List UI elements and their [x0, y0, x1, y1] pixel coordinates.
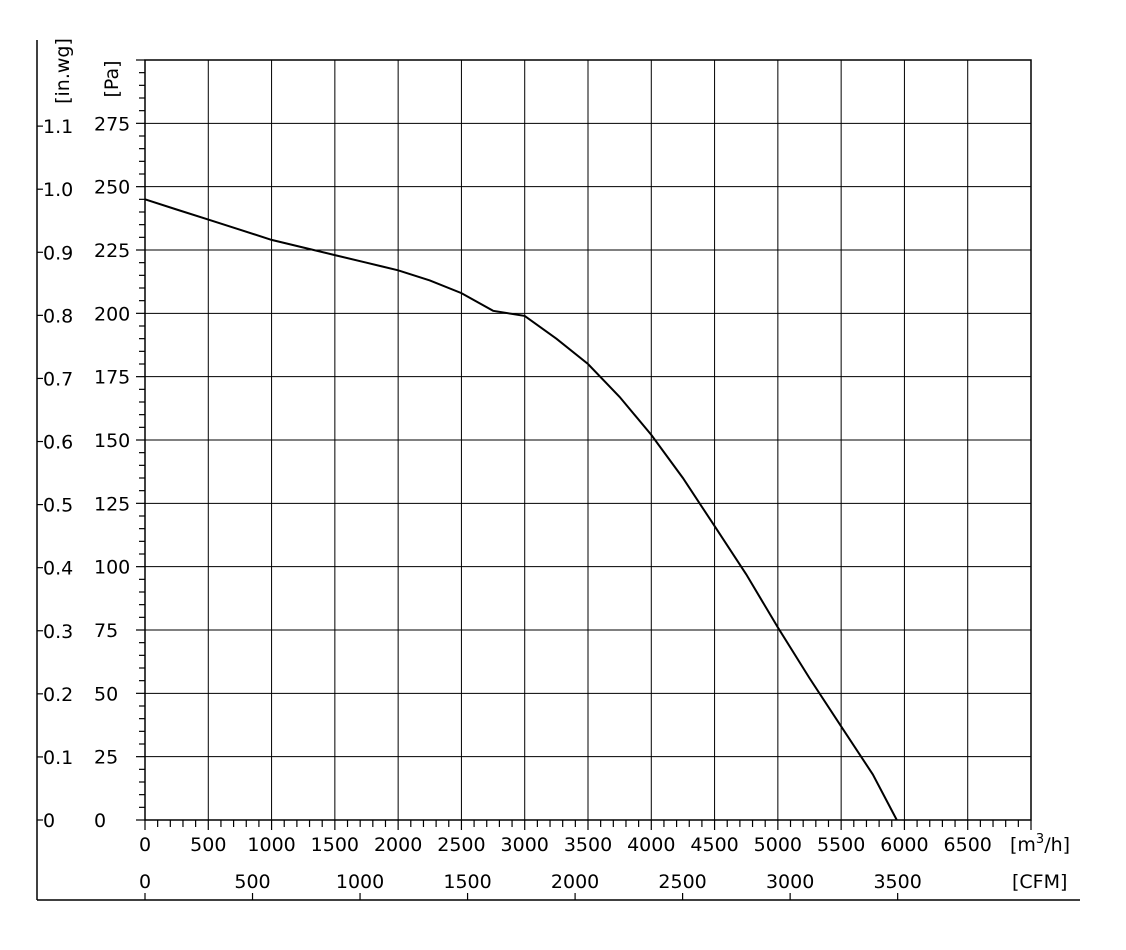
pa-tick-label: 25 — [94, 747, 118, 769]
m3h-tick-label: 2500 — [437, 834, 485, 856]
pa-tick-label: 100 — [94, 557, 130, 579]
pa-tick-label: 125 — [94, 493, 130, 515]
inwg-tick-label: 0.6 — [43, 432, 73, 454]
pa-tick-label: 50 — [94, 683, 118, 705]
pa-tick-label: 175 — [94, 367, 130, 389]
cfm-tick-label: 3500 — [873, 871, 921, 893]
m3h-tick-label: 0 — [139, 834, 151, 856]
x-unit-m3h-label: [m3/h] — [1010, 832, 1070, 856]
m3h-tick-label: 500 — [190, 834, 226, 856]
cfm-tick-label: 500 — [234, 871, 270, 893]
cfm-tick-label: 2000 — [551, 871, 599, 893]
cfm-tick-label: 3000 — [766, 871, 814, 893]
inwg-tick-label: 0.9 — [43, 242, 73, 264]
inwg-tick-label: 1.0 — [43, 179, 73, 201]
m3h-tick-label: 2000 — [374, 834, 422, 856]
pa-tick-label: 225 — [94, 240, 130, 262]
inwg-tick-label: 0.7 — [43, 368, 73, 390]
m3h-tick-label: 3000 — [501, 834, 549, 856]
m3h-tick-label: 5000 — [754, 834, 802, 856]
inwg-tick-label: 0.8 — [43, 305, 73, 327]
pa-tick-label: 0 — [94, 810, 106, 832]
cfm-tick-label: 2500 — [658, 871, 706, 893]
inwg-tick-label: 0 — [43, 810, 55, 832]
tick-labels: 0 25 50 75 100 125 150 175 200 225 250 275 0 0.1 0.2 0.… — [43, 113, 992, 893]
grid — [144, 59, 1032, 821]
inwg-tick-label: 0.2 — [43, 684, 73, 706]
m3h-tick-label: 4000 — [627, 834, 675, 856]
pa-tick-label: 200 — [94, 303, 130, 325]
m3h-tick-label: 5500 — [817, 834, 865, 856]
y-unit-pa-label: [Pa] — [101, 60, 123, 97]
performance-curve — [144, 198, 898, 821]
m3h-tick-label: 1500 — [311, 834, 359, 856]
inwg-tick-label: 0.4 — [43, 558, 73, 580]
x-axis-ticks — [144, 820, 1032, 900]
inwg-tick-label: 0.1 — [43, 747, 73, 769]
x-unit-cfm-label: [CFM] — [1012, 871, 1067, 893]
pa-tick-label: 150 — [94, 430, 130, 452]
inwg-tick-label: 0.5 — [43, 495, 73, 517]
m3h-tick-label: 6000 — [880, 834, 928, 856]
cfm-tick-label: 1500 — [443, 871, 491, 893]
m3h-tick-label: 1000 — [247, 834, 295, 856]
y-axis-ticks — [37, 59, 145, 821]
pa-tick-label: 275 — [94, 113, 130, 135]
pa-tick-label: 75 — [94, 620, 118, 642]
x-unit-suffix: /h] — [1044, 834, 1070, 856]
m3h-tick-label: 3500 — [564, 834, 612, 856]
cfm-tick-label: 0 — [139, 871, 151, 893]
inwg-tick-label: 0.3 — [43, 621, 73, 643]
cfm-tick-label: 1000 — [336, 871, 384, 893]
x-unit-prefix: [m — [1010, 834, 1036, 856]
x-unit-sup: 3 — [1036, 832, 1044, 847]
m3h-tick-label: 6500 — [944, 834, 992, 856]
y-unit-inwg-label: [in.wg] — [52, 38, 74, 104]
m3h-tick-label: 4500 — [690, 834, 738, 856]
pa-tick-label: 250 — [94, 177, 130, 199]
inwg-tick-label: 1.1 — [43, 116, 73, 138]
